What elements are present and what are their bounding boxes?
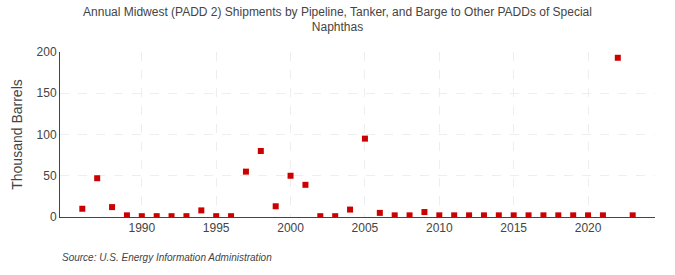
svg-text:2015: 2015: [500, 221, 527, 235]
svg-text:2000: 2000: [277, 221, 304, 235]
svg-text:2010: 2010: [426, 221, 453, 235]
svg-text:1995: 1995: [203, 221, 230, 235]
svg-text:1990: 1990: [128, 221, 155, 235]
svg-text:2005: 2005: [352, 221, 379, 235]
svg-text:200: 200: [37, 45, 57, 59]
svg-text:0: 0: [50, 210, 57, 224]
svg-text:Annual Midwest (PADD 2) Shipme: Annual Midwest (PADD 2) Shipments by Pip…: [83, 5, 592, 35]
svg-text:Source: U.S. Energy Informatio: Source: U.S. Energy Information Administ…: [62, 252, 272, 263]
svg-text:2020: 2020: [575, 221, 602, 235]
svg-text:100: 100: [37, 128, 57, 142]
svg-text:50: 50: [43, 169, 57, 183]
svg-text:150: 150: [37, 86, 57, 100]
svg-text:Thousand Barrels: Thousand Barrels: [9, 79, 25, 190]
